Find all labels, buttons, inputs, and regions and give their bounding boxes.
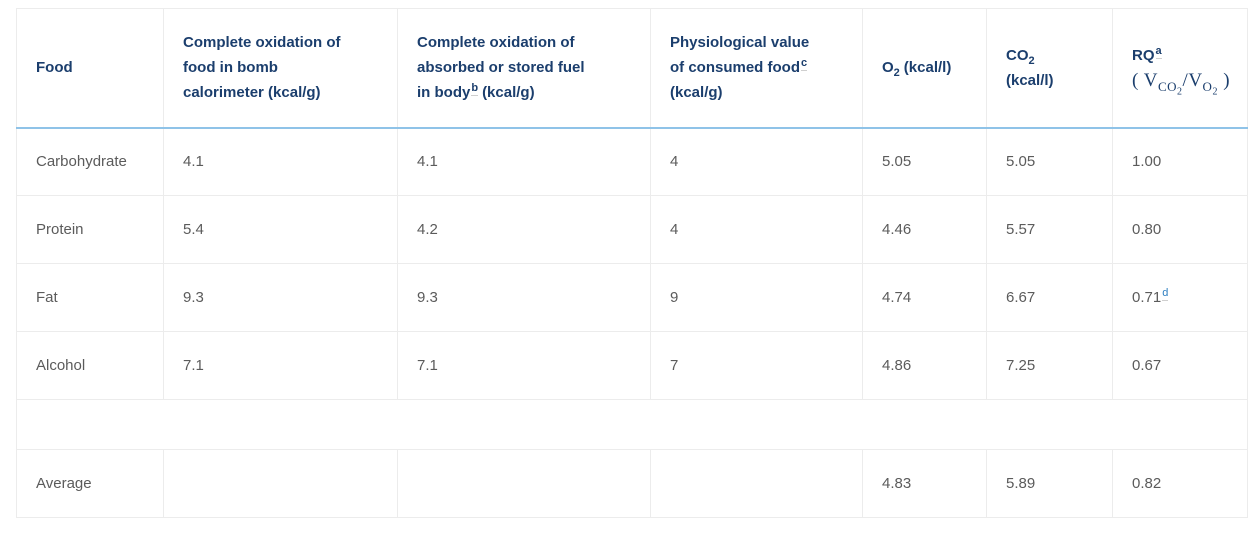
formula-close-paren: ) [1217, 69, 1231, 91]
cell-o2: 4.46 [862, 195, 987, 264]
cell-food: Fat [16, 263, 164, 332]
header-line: absorbed or stored fuel [417, 59, 585, 77]
co2-subscript: 2 [1028, 54, 1035, 67]
formula-sub-co: CO [1157, 78, 1178, 94]
header-line: in bodyb (kcal/g) [417, 80, 636, 105]
cell-co2: 5.05 [986, 127, 1113, 196]
cell-o2: 4.74 [862, 263, 987, 332]
cell-co2: 5.57 [986, 195, 1113, 264]
header-line: Complete oxidation of [417, 34, 575, 52]
cell-rq: 0.80 [1112, 195, 1248, 264]
header-line: Complete oxidation of [183, 34, 341, 52]
cell-body-fuel: 7.1 [397, 331, 651, 400]
co2-symbol: CO [1006, 46, 1029, 64]
cell-food: Average [16, 449, 164, 518]
footnote-link-c[interactable]: c [801, 57, 808, 72]
table-row-fat: Fat 9.3 9.3 9 4.74 6.67 0.71d [16, 263, 1248, 332]
column-header-food: Food [16, 8, 164, 129]
cell-bomb: 7.1 [163, 331, 398, 400]
rq-formula: ( VCO2/VO2 ) [1132, 68, 1233, 97]
formula-sub-o-2: 2 [1212, 86, 1218, 98]
header-line: (kcal/g) [670, 84, 723, 102]
header-line: of consumed foodc [670, 55, 848, 80]
cell-physio: 4 [650, 195, 863, 264]
cell-physio: 7 [650, 331, 863, 400]
table-row-protein: Protein 5.4 4.2 4 4.46 5.57 0.80 [16, 195, 1248, 264]
header-line: CO2 [1006, 43, 1098, 68]
footnote-link-a[interactable]: a [1155, 44, 1162, 59]
cell-bomb: 9.3 [163, 263, 398, 332]
formula-v-co2: V [1143, 69, 1158, 91]
cell-body-fuel: 4.1 [397, 127, 651, 196]
header-line: calorimeter (kcal/g) [183, 84, 321, 102]
cell-food: Carbohydrate [16, 127, 164, 196]
cell-body-fuel: 4.2 [397, 195, 651, 264]
header-line: food in bomb [183, 59, 278, 77]
header-food-label: Food [36, 59, 73, 77]
cell-rq: 0.82 [1112, 449, 1248, 518]
header-text: of consumed food [670, 59, 800, 77]
rq-value: 0.71 [1132, 288, 1162, 306]
formula-slash: / [1182, 69, 1189, 91]
formula-sub-co-2: 2 [1177, 86, 1183, 98]
cell-food: Alcohol [16, 331, 164, 400]
table-row-average: Average 4.83 5.89 0.82 [16, 449, 1248, 518]
cell-bomb: 5.4 [163, 195, 398, 264]
cell-o2: 4.86 [862, 331, 987, 400]
o2-symbol: O [882, 59, 894, 77]
rq-label: RQ [1132, 46, 1155, 64]
footnote-link-d[interactable]: d [1162, 286, 1169, 301]
o2-subscript: 2 [893, 67, 900, 80]
cell-o2: 4.83 [862, 449, 987, 518]
footnote-link-b[interactable]: b [471, 82, 479, 97]
table-row-carbohydrate: Carbohydrate 4.1 4.1 4 5.05 5.05 1.00 [16, 127, 1248, 196]
column-header-co2: CO2 (kcal/l) [986, 8, 1113, 129]
cell-physio: 9 [650, 263, 863, 332]
header-unit: (kcal/g) [482, 84, 535, 102]
cell-co2: 5.89 [986, 449, 1113, 518]
table-header: Food Complete oxidation of food in bomb … [16, 8, 1248, 129]
cell-co2: 6.67 [986, 263, 1113, 332]
cell-rq: 0.71d [1112, 263, 1248, 332]
co2-unit: (kcal/l) [1006, 71, 1054, 89]
header-line: Physiological value [670, 34, 810, 52]
o2-unit: (kcal/l) [903, 59, 952, 77]
table-body: Carbohydrate 4.1 4.1 4 5.05 5.05 1.00 Pr… [16, 127, 1248, 518]
formula-v-o2: V [1188, 69, 1203, 91]
header-text: in body [417, 84, 471, 102]
cell-rq: 1.00 [1112, 127, 1248, 196]
cell-food: Protein [16, 195, 164, 264]
cell-rq: 0.67 [1112, 331, 1248, 400]
column-header-bomb-calorimeter: Complete oxidation of food in bomb calor… [163, 8, 398, 129]
cell-o2: 5.05 [862, 127, 987, 196]
table-row-alcohol: Alcohol 7.1 7.1 7 4.86 7.25 0.67 [16, 331, 1248, 400]
cell-bomb [163, 449, 398, 518]
table-container: Food Complete oxidation of food in bomb … [16, 8, 1248, 518]
formula-sub-o: O [1202, 78, 1213, 94]
column-header-physiological-value: Physiological value of consumed foodc (k… [650, 8, 863, 129]
header-row: Food Complete oxidation of food in bomb … [16, 8, 1248, 129]
spacer-cell [16, 399, 1248, 450]
column-header-o2: O2 (kcal/l) [862, 8, 987, 129]
column-header-body-fuel: Complete oxidation of absorbed or stored… [397, 8, 651, 129]
formula-open-paren: ( [1132, 69, 1144, 91]
spacer-row [16, 399, 1248, 450]
cell-co2: 7.25 [986, 331, 1113, 400]
cell-body-fuel [397, 449, 651, 518]
cell-body-fuel: 9.3 [397, 263, 651, 332]
rq-label-line: RQa [1132, 43, 1233, 68]
column-header-rq: RQa ( VCO2/VO2 ) [1112, 8, 1248, 129]
cell-bomb: 4.1 [163, 127, 398, 196]
cell-physio [650, 449, 863, 518]
cell-physio: 4 [650, 127, 863, 196]
food-energy-table: Food Complete oxidation of food in bomb … [16, 8, 1248, 518]
